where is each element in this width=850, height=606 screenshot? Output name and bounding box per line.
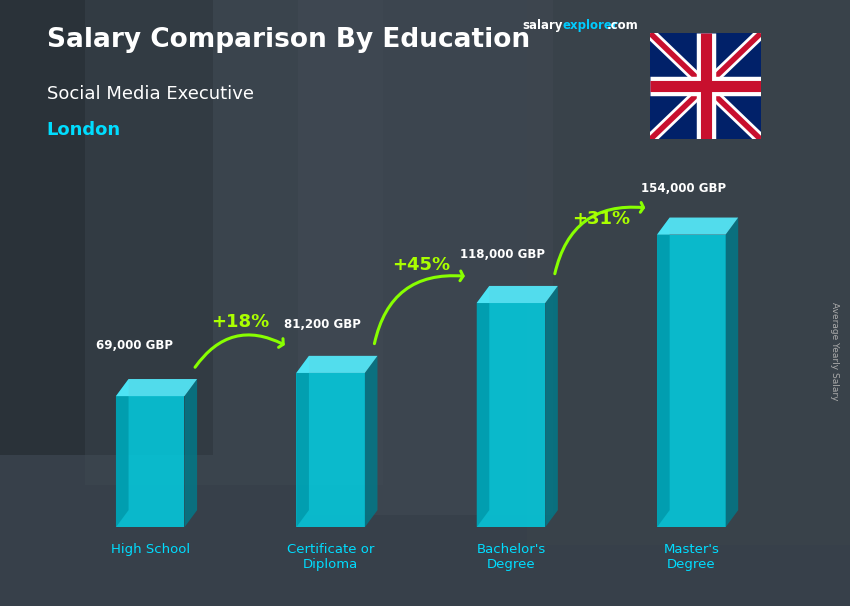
Polygon shape (477, 286, 490, 527)
Text: salary: salary (523, 19, 564, 32)
Text: .com: .com (607, 19, 638, 32)
Polygon shape (657, 235, 726, 527)
Text: +45%: +45% (392, 256, 450, 274)
Bar (527, 0, 850, 545)
Polygon shape (297, 356, 309, 527)
Polygon shape (365, 356, 377, 527)
Text: 69,000 GBP: 69,000 GBP (96, 339, 173, 353)
Text: +31%: +31% (572, 210, 630, 228)
Text: Average Yearly Salary: Average Yearly Salary (830, 302, 839, 401)
Bar (85, 0, 382, 485)
Text: explorer: explorer (563, 19, 619, 32)
Bar (0, 0, 212, 454)
Polygon shape (477, 286, 558, 303)
Polygon shape (726, 218, 738, 527)
Text: 81,200 GBP: 81,200 GBP (284, 318, 361, 331)
Text: +18%: +18% (212, 313, 269, 331)
Polygon shape (545, 286, 558, 527)
Text: Salary Comparison By Education: Salary Comparison By Education (47, 27, 530, 53)
Polygon shape (116, 379, 128, 527)
Polygon shape (297, 356, 377, 373)
Polygon shape (657, 218, 738, 235)
Bar (298, 0, 552, 515)
Text: 154,000 GBP: 154,000 GBP (641, 182, 726, 195)
Polygon shape (184, 379, 197, 527)
Text: London: London (47, 121, 121, 139)
Polygon shape (297, 373, 365, 527)
Polygon shape (477, 303, 545, 527)
Polygon shape (116, 396, 184, 527)
Polygon shape (657, 218, 670, 527)
Text: 118,000 GBP: 118,000 GBP (461, 248, 546, 261)
Polygon shape (116, 379, 197, 396)
Text: Social Media Executive: Social Media Executive (47, 85, 254, 103)
